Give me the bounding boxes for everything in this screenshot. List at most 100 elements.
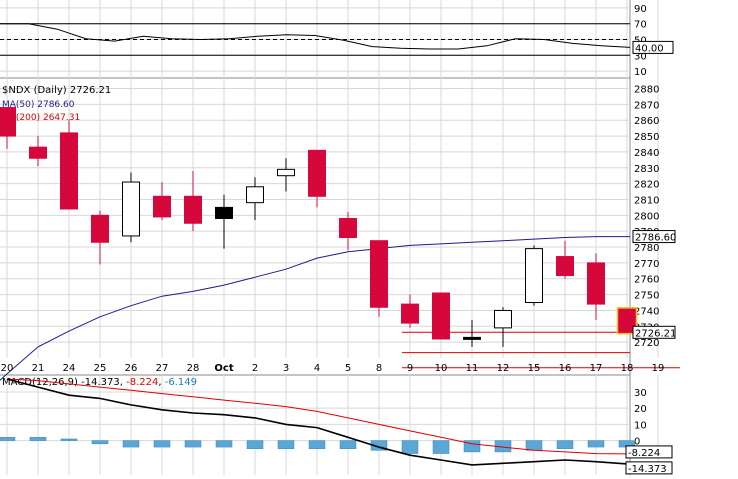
price-legend-entry: MA(200) 2647.31 bbox=[2, 113, 80, 123]
x-axis-label: 24 bbox=[63, 363, 76, 374]
candle-body bbox=[587, 262, 605, 305]
rsi-tick-label: 70 bbox=[634, 20, 647, 31]
price-last-value-box bbox=[632, 230, 676, 244]
macd-histogram-bar bbox=[525, 440, 543, 451]
candle-body bbox=[339, 218, 357, 239]
macd-histogram-bar bbox=[432, 440, 450, 454]
candle-body bbox=[463, 336, 481, 340]
price-tick-label: 2780 bbox=[634, 243, 659, 254]
last-candle-highlight bbox=[616, 307, 638, 335]
candlestick bbox=[0, 107, 16, 149]
candlestick bbox=[60, 120, 78, 210]
candle-body bbox=[432, 292, 450, 340]
candle-body bbox=[401, 303, 419, 324]
x-axis-label: 11 bbox=[466, 363, 479, 374]
x-axis-label: 21 bbox=[32, 363, 45, 374]
x-axis-label: 18 bbox=[621, 363, 634, 374]
macd-histogram-bar bbox=[215, 440, 233, 448]
candle-body bbox=[0, 107, 16, 137]
macd-tick-label: 20 bbox=[634, 404, 647, 415]
x-axis-label: 8 bbox=[376, 363, 382, 374]
macd-histogram-bar bbox=[91, 440, 109, 445]
candlestick bbox=[556, 240, 574, 279]
candlestick bbox=[184, 170, 202, 232]
macd-histogram-bar bbox=[463, 440, 481, 453]
macd-tick-label: 30 bbox=[634, 388, 647, 399]
macd-histogram-bar bbox=[370, 440, 388, 451]
x-axis-label: 15 bbox=[528, 363, 541, 374]
rsi-tick-label: 30 bbox=[634, 51, 647, 62]
rsi-line bbox=[0, 23, 631, 50]
price-last-value-box bbox=[632, 325, 676, 339]
price-legend-entry: MA(50) 2786.60 bbox=[2, 100, 75, 110]
macd-title: MACD(12,26,9) -14.373, -8.224, -6.149 bbox=[2, 377, 197, 388]
price-tick-label: 2880 bbox=[634, 85, 659, 96]
candle-body bbox=[246, 186, 264, 204]
x-axis-label: 16 bbox=[559, 363, 572, 374]
macd-histogram-bar bbox=[122, 440, 140, 448]
macd-histogram-bar bbox=[308, 440, 326, 449]
candlestick bbox=[401, 294, 419, 328]
price-tick-label: 2720 bbox=[634, 338, 659, 349]
macd-histogram-bar bbox=[0, 437, 16, 441]
macd-histogram-bar bbox=[556, 440, 574, 449]
macd-histogram-bar bbox=[587, 440, 605, 448]
x-axis-label: 19 bbox=[652, 363, 665, 374]
price-tick-label: 2760 bbox=[634, 275, 659, 286]
candlestick bbox=[525, 245, 543, 306]
candlestick bbox=[122, 172, 140, 243]
candle-body bbox=[60, 132, 78, 210]
candle-body bbox=[370, 240, 388, 308]
candle-body bbox=[215, 206, 233, 220]
macd-histogram-bar bbox=[60, 438, 78, 441]
price-tick-label: 2840 bbox=[634, 148, 659, 159]
candle-body bbox=[525, 248, 543, 304]
price-tick-label: 2830 bbox=[634, 164, 659, 175]
candlestick bbox=[246, 177, 264, 221]
macd-line bbox=[6, 378, 628, 466]
ma50-line bbox=[0, 236, 630, 381]
candlestick bbox=[432, 292, 450, 340]
price-tick-label: 2860 bbox=[634, 116, 659, 127]
candlestick bbox=[618, 308, 636, 334]
macd-histogram-bar bbox=[29, 437, 47, 441]
candlestick bbox=[463, 319, 481, 347]
macd-histogram-bar bbox=[246, 440, 264, 449]
rsi-last-value-label: 40.00 bbox=[635, 43, 664, 54]
macd-tick-label: 0 bbox=[634, 437, 640, 448]
price-tick-label: 2740 bbox=[634, 306, 659, 317]
x-axis-label: 28 bbox=[187, 363, 200, 374]
macd-title-part: -8.224 bbox=[123, 377, 158, 388]
x-axis-label: 3 bbox=[283, 363, 289, 374]
candlestick bbox=[370, 240, 388, 317]
price-last-value-label: 2786.60 bbox=[635, 233, 676, 244]
x-axis-label: 9 bbox=[407, 363, 413, 374]
price-tick-label: 2870 bbox=[634, 100, 659, 111]
macd-title-part: -6.149 bbox=[162, 377, 197, 388]
rsi-last-value-box bbox=[632, 40, 674, 54]
macd-signal-line bbox=[6, 378, 628, 455]
macd-histogram-bar bbox=[401, 440, 419, 454]
macd-title-part: -14.373 bbox=[78, 377, 120, 388]
price-last-value-label: 2726.21 bbox=[635, 328, 676, 339]
price-tick-label: 2820 bbox=[634, 180, 659, 191]
candle-body bbox=[618, 308, 636, 334]
candle-body bbox=[122, 181, 140, 237]
candlestick bbox=[215, 194, 233, 249]
macd-title-part: , bbox=[158, 377, 161, 388]
price-tick-label: 2750 bbox=[634, 291, 659, 302]
x-axis-label: 12 bbox=[497, 363, 510, 374]
x-axis-label: 4 bbox=[314, 363, 320, 374]
candle-body bbox=[494, 309, 512, 329]
candlestick bbox=[277, 158, 295, 192]
price-tick-label: 2770 bbox=[634, 259, 659, 270]
x-axis-label: 5 bbox=[345, 363, 351, 374]
price-tick-label: 2810 bbox=[634, 195, 659, 206]
x-axis-label: 25 bbox=[94, 363, 107, 374]
macd-tick-label: 10 bbox=[634, 420, 647, 431]
macd-last-value-label: -14.373 bbox=[628, 464, 667, 475]
rsi-tick-label: 90 bbox=[634, 4, 647, 15]
candle-body bbox=[153, 195, 171, 218]
